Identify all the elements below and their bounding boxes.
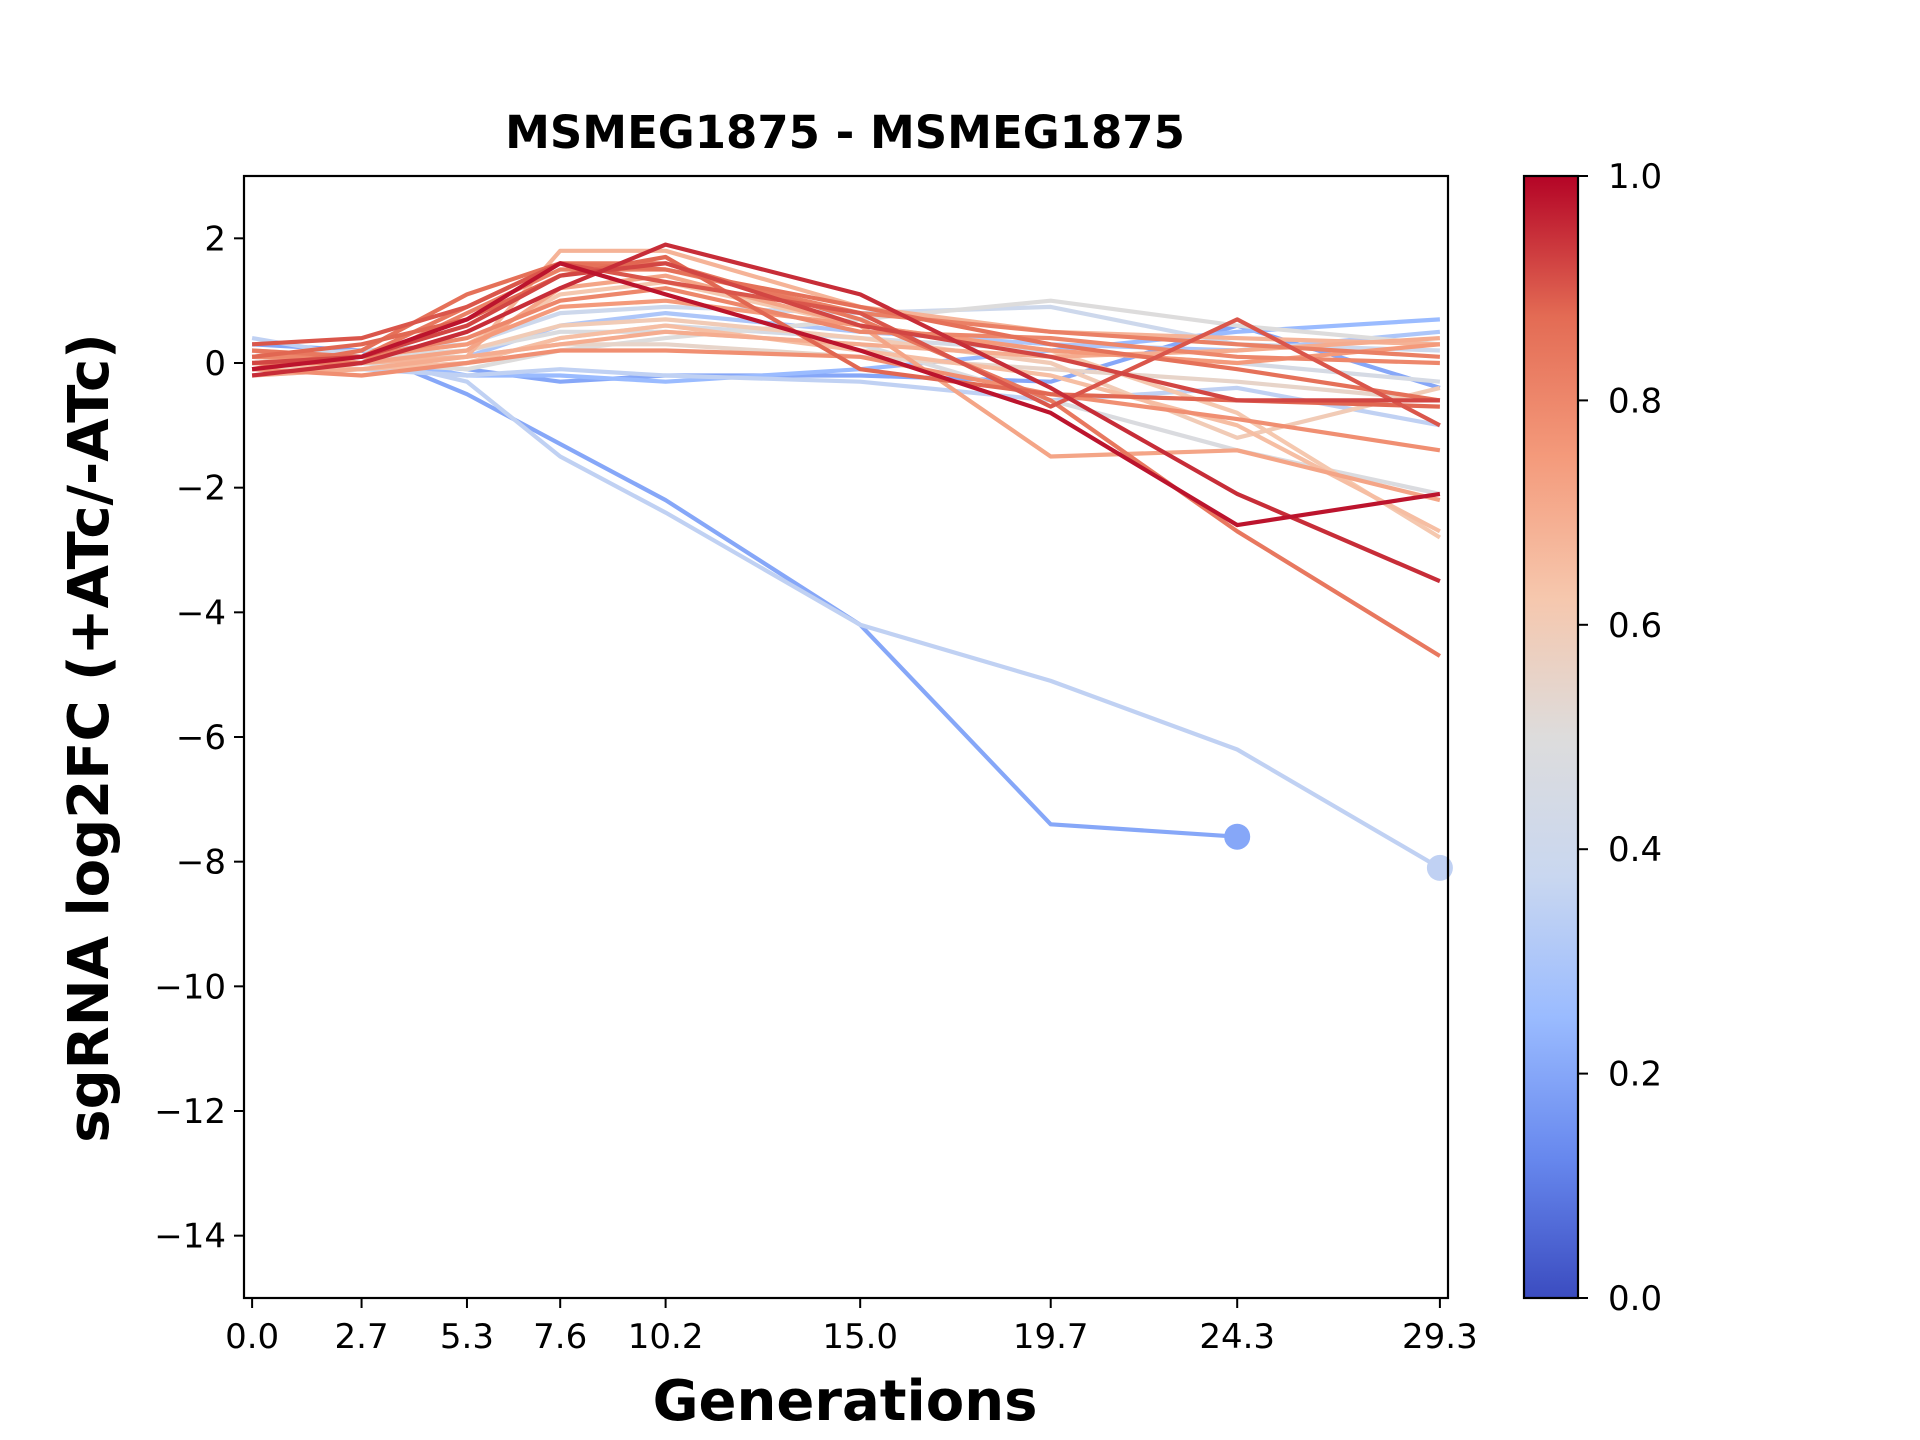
x-tick-label: 5.3 [440,1317,494,1357]
colorbar [1524,176,1578,1298]
series-line-23 [251,261,1441,403]
y-tick-label: −8 [176,843,226,883]
y-tick-label: −12 [154,1092,226,1132]
x-tick-label: 19.7 [1013,1317,1089,1357]
colorbar-tick-label: 0.4 [1608,830,1662,870]
x-tick-label: 15.0 [822,1317,898,1357]
series-end-marker-1 [1224,823,1251,850]
colorbar-tick-label: 0.6 [1608,606,1662,646]
series-line-25 [251,261,1441,428]
y-tick-label: −10 [154,967,226,1007]
series-line-17 [251,273,1441,503]
y-tick-label: 2 [204,219,226,259]
x-tick-label: 29.3 [1402,1317,1478,1357]
series-line-2 [251,336,1441,870]
colorbar-frame [1522,174,1580,1300]
series-line-27 [251,242,1441,584]
colorbar-tick-label: 0.0 [1608,1279,1662,1319]
y-axis-label: sgRNA log2FC (+ATc/-ATc) [57,333,122,1143]
colorbar-tick-label: 0.2 [1608,1055,1662,1095]
x-axis-label: Generations [653,1369,1038,1434]
chart-title: MSMEG1875 - MSMEG1875 [505,106,1185,159]
series-line-1 [251,342,1238,839]
colorbar-tick-label: 1.0 [1608,157,1662,197]
y-tick-label: −4 [176,593,226,633]
series-line-24 [251,254,1440,409]
series-end-marker-2 [1426,854,1453,881]
y-tick-label: 0 [204,344,226,384]
x-tick-label: 2.7 [335,1317,389,1357]
x-tick-label: 0.0 [225,1317,279,1357]
series-layer [251,242,1453,881]
series-line-19 [251,348,1441,453]
series-line-28 [251,261,1441,528]
y-tick-label: −14 [154,1217,226,1257]
x-tick-label: 7.6 [533,1317,587,1357]
y-tick-label: −6 [176,718,226,758]
x-axis: 0.0 2.7 5.3 7.6 10.2 15.0 19.7 24.3 29.3 [225,1298,1478,1357]
y-axis: 2 0 −2 −4 −6 −8 −10 −12 −14 [154,219,244,1257]
y-tick-label: −2 [176,469,226,509]
colorbar-ticks: 0.0 0.2 0.4 0.6 0.8 1.0 [1578,157,1662,1319]
x-tick-label: 10.2 [628,1317,704,1357]
x-tick-label: 24.3 [1199,1317,1275,1357]
colorbar-tick-label: 0.8 [1608,381,1662,421]
